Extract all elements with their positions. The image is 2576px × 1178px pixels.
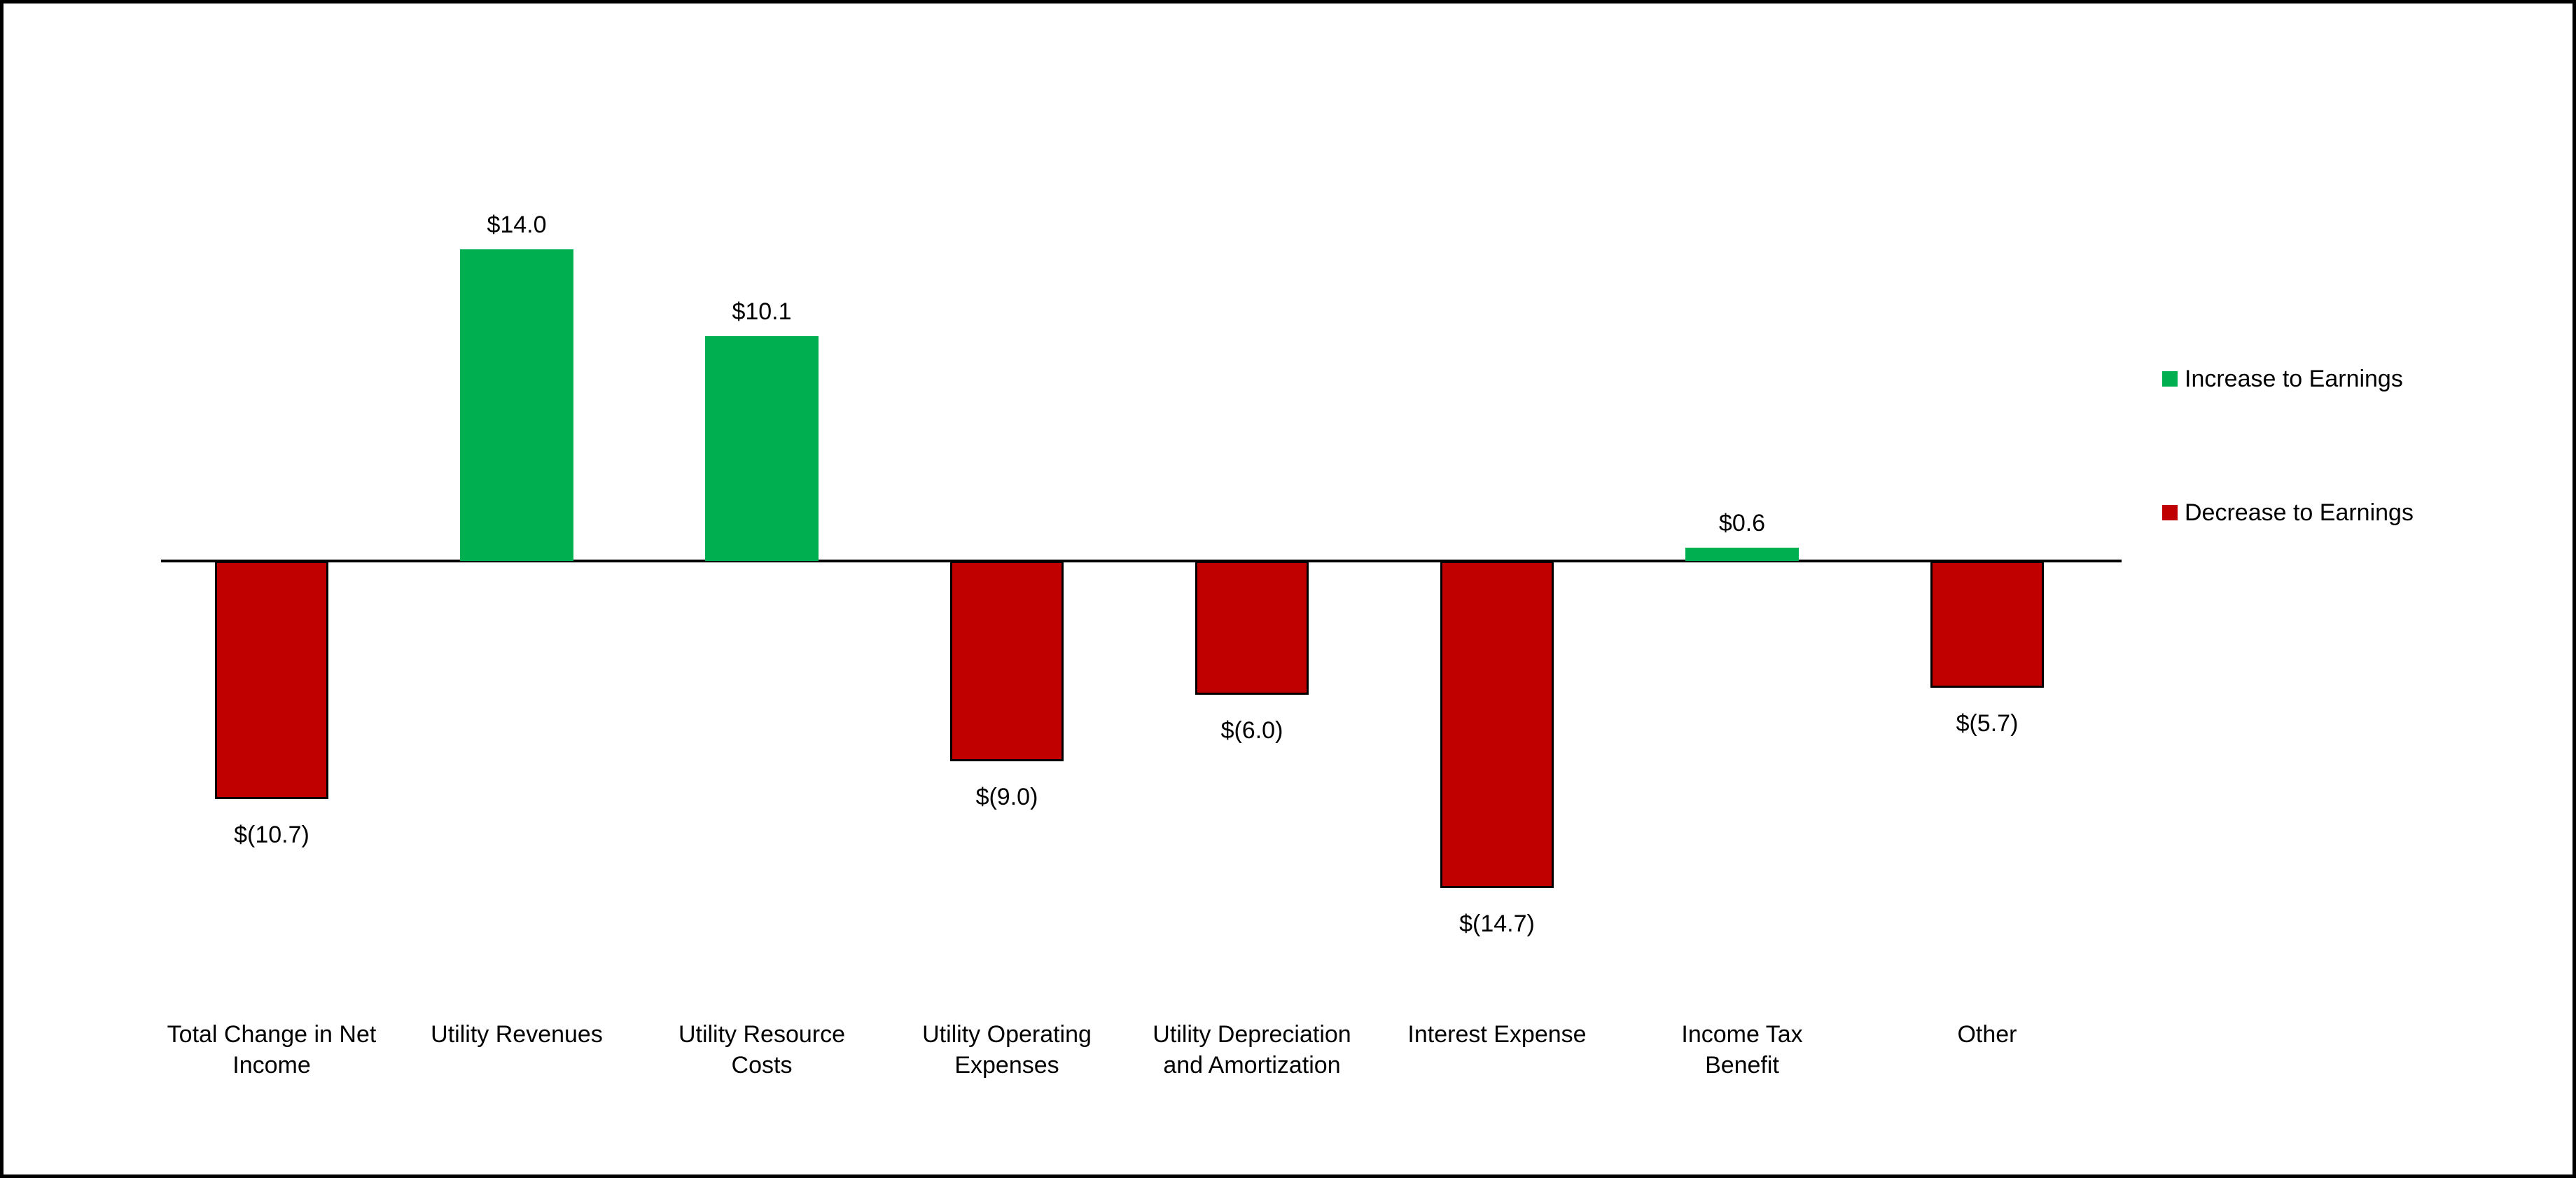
legend-item-decrease: Decrease to Earnings	[2162, 497, 2414, 528]
bar-chart-plot-area: $(10.7) Total Change in Net Income $14.0 Ut…	[4, 4, 2572, 1174]
category-label: Utility Revenues	[431, 1021, 603, 1048]
decrease-bar	[215, 561, 328, 799]
decrease-bar	[1195, 561, 1309, 695]
decrease-bar	[950, 561, 1064, 761]
value-label: $(5.7)	[1956, 710, 2019, 737]
increase-legend-swatch-icon	[2162, 371, 2178, 387]
value-label: $(14.7)	[1459, 910, 1535, 937]
category-label: Total Change in Net Income	[167, 1021, 377, 1079]
x-axis-line	[161, 560, 2122, 562]
increase-bar	[460, 249, 573, 561]
category-label: Income Tax Benefit	[1681, 1021, 1803, 1079]
legend-item-increase: Increase to Earnings	[2162, 363, 2403, 394]
decrease-legend-swatch-icon	[2162, 505, 2178, 520]
value-label: $(10.7)	[234, 822, 309, 848]
category-label: Utility Depreciation and Amortization	[1153, 1021, 1351, 1079]
value-label: $0.6	[1718, 510, 1766, 536]
decrease-bar	[1930, 561, 2044, 688]
category-label: Utility Operating Expenses	[922, 1021, 1092, 1079]
legend-label-increase: Increase to Earnings	[2185, 366, 2403, 392]
value-label: $14.0	[487, 212, 547, 238]
value-label: $10.1	[732, 298, 792, 325]
increase-bar	[1685, 548, 1799, 561]
decrease-bar	[1440, 561, 1554, 888]
legend-label-decrease: Decrease to Earnings	[2185, 499, 2414, 526]
value-label: $(6.0)	[1220, 717, 1283, 744]
increase-bar	[705, 336, 819, 561]
category-label: Interest Expense	[1407, 1021, 1587, 1048]
category-label: Other	[1957, 1021, 2017, 1048]
category-label: Utility Resource Costs	[678, 1021, 846, 1079]
value-label: $(9.0)	[975, 784, 1038, 810]
